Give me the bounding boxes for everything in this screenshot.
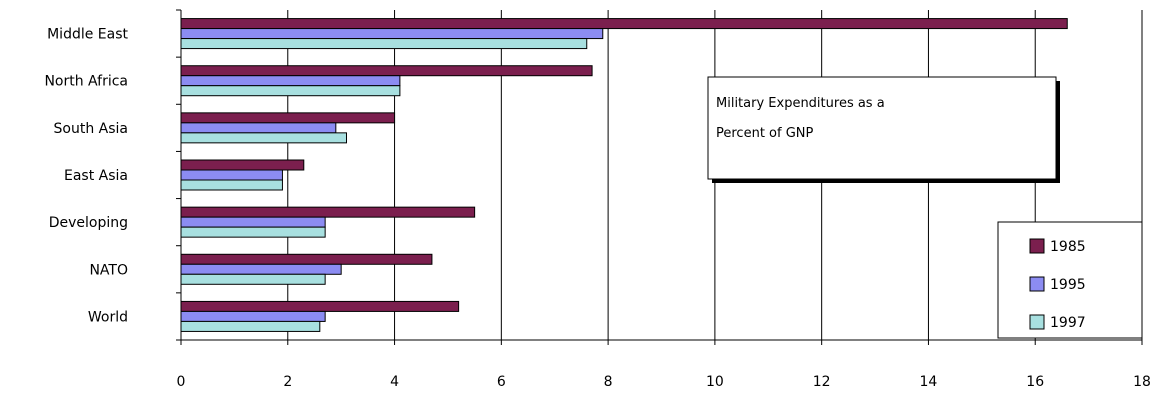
- legend-swatch-1997: [1029, 314, 1045, 330]
- category-label-developing: Developing: [49, 215, 128, 231]
- x-tick-label-16: 16: [1026, 374, 1044, 390]
- category-labels: Middle East North Africa South Asia East As…: [44, 27, 128, 326]
- annotation-box-frame: [707, 76, 1057, 180]
- bar-north-africa-1985: [180, 65, 593, 77]
- category-label-north-africa: North Africa: [44, 74, 128, 90]
- legend-swatch-1985: [1029, 238, 1045, 254]
- bar-developing-1985: [180, 206, 476, 218]
- bar-south-asia-1985: [180, 112, 396, 124]
- legend-frame: [997, 221, 1143, 339]
- bar-nato-1995: [180, 263, 342, 275]
- bar-south-asia-1997: [180, 132, 348, 144]
- bar-world-1997: [180, 320, 321, 332]
- x-tick-labels: 0 2 4 6 8 10 12 14 16 18: [177, 374, 1150, 390]
- x-tick-label-0: 0: [177, 374, 186, 390]
- bar-north-africa-1995: [180, 75, 401, 87]
- bar-middle-east-1995: [180, 28, 604, 40]
- x-tick-label-10: 10: [706, 374, 724, 390]
- annotation-line-1: Military Expenditures as a: [716, 96, 885, 111]
- x-tick-label-12: 12: [813, 374, 831, 390]
- bar-middle-east-1997: [180, 38, 588, 50]
- bar-nato-1985: [180, 253, 433, 265]
- annotation-line-2: Percent of GNP: [716, 126, 814, 141]
- bar-north-africa-1997: [180, 85, 401, 97]
- bar-world-1985: [180, 300, 460, 312]
- x-tick-label-8: 8: [604, 374, 613, 390]
- legend-swatch-1995: [1029, 276, 1045, 292]
- category-label-east-asia: East Asia: [64, 168, 128, 184]
- legend-label-1995: 1995: [1050, 277, 1086, 293]
- bar-east-asia-1997: [180, 179, 283, 191]
- legend-label-1997: 1997: [1050, 315, 1086, 331]
- category-label-south-asia: South Asia: [54, 121, 128, 137]
- x-tick-label-6: 6: [497, 374, 506, 390]
- legend-label-1985: 1985: [1050, 239, 1086, 255]
- bar-south-asia-1995: [180, 122, 337, 134]
- x-tick-label-18: 18: [1133, 374, 1150, 390]
- legend: 1985 1995 1997: [997, 221, 1143, 339]
- bar-developing-1997: [180, 226, 326, 238]
- category-label-nato: NATO: [89, 262, 128, 278]
- bar-middle-east-1985: [180, 18, 1068, 30]
- category-label-world: World: [88, 309, 128, 325]
- axes: [176, 9, 1143, 345]
- bar-world-1995: [180, 310, 326, 322]
- bar-east-asia-1995: [180, 169, 283, 181]
- x-tick-label-4: 4: [390, 374, 399, 390]
- annotation-box: Military Expenditures as a Percent of GN…: [707, 76, 1060, 183]
- x-tick-label-14: 14: [920, 374, 938, 390]
- category-label-middle-east: Middle East: [47, 27, 128, 43]
- bar-east-asia-1985: [180, 159, 305, 171]
- bar-developing-1995: [180, 216, 326, 228]
- x-tick-label-2: 2: [283, 374, 292, 390]
- bar-nato-1997: [180, 273, 326, 285]
